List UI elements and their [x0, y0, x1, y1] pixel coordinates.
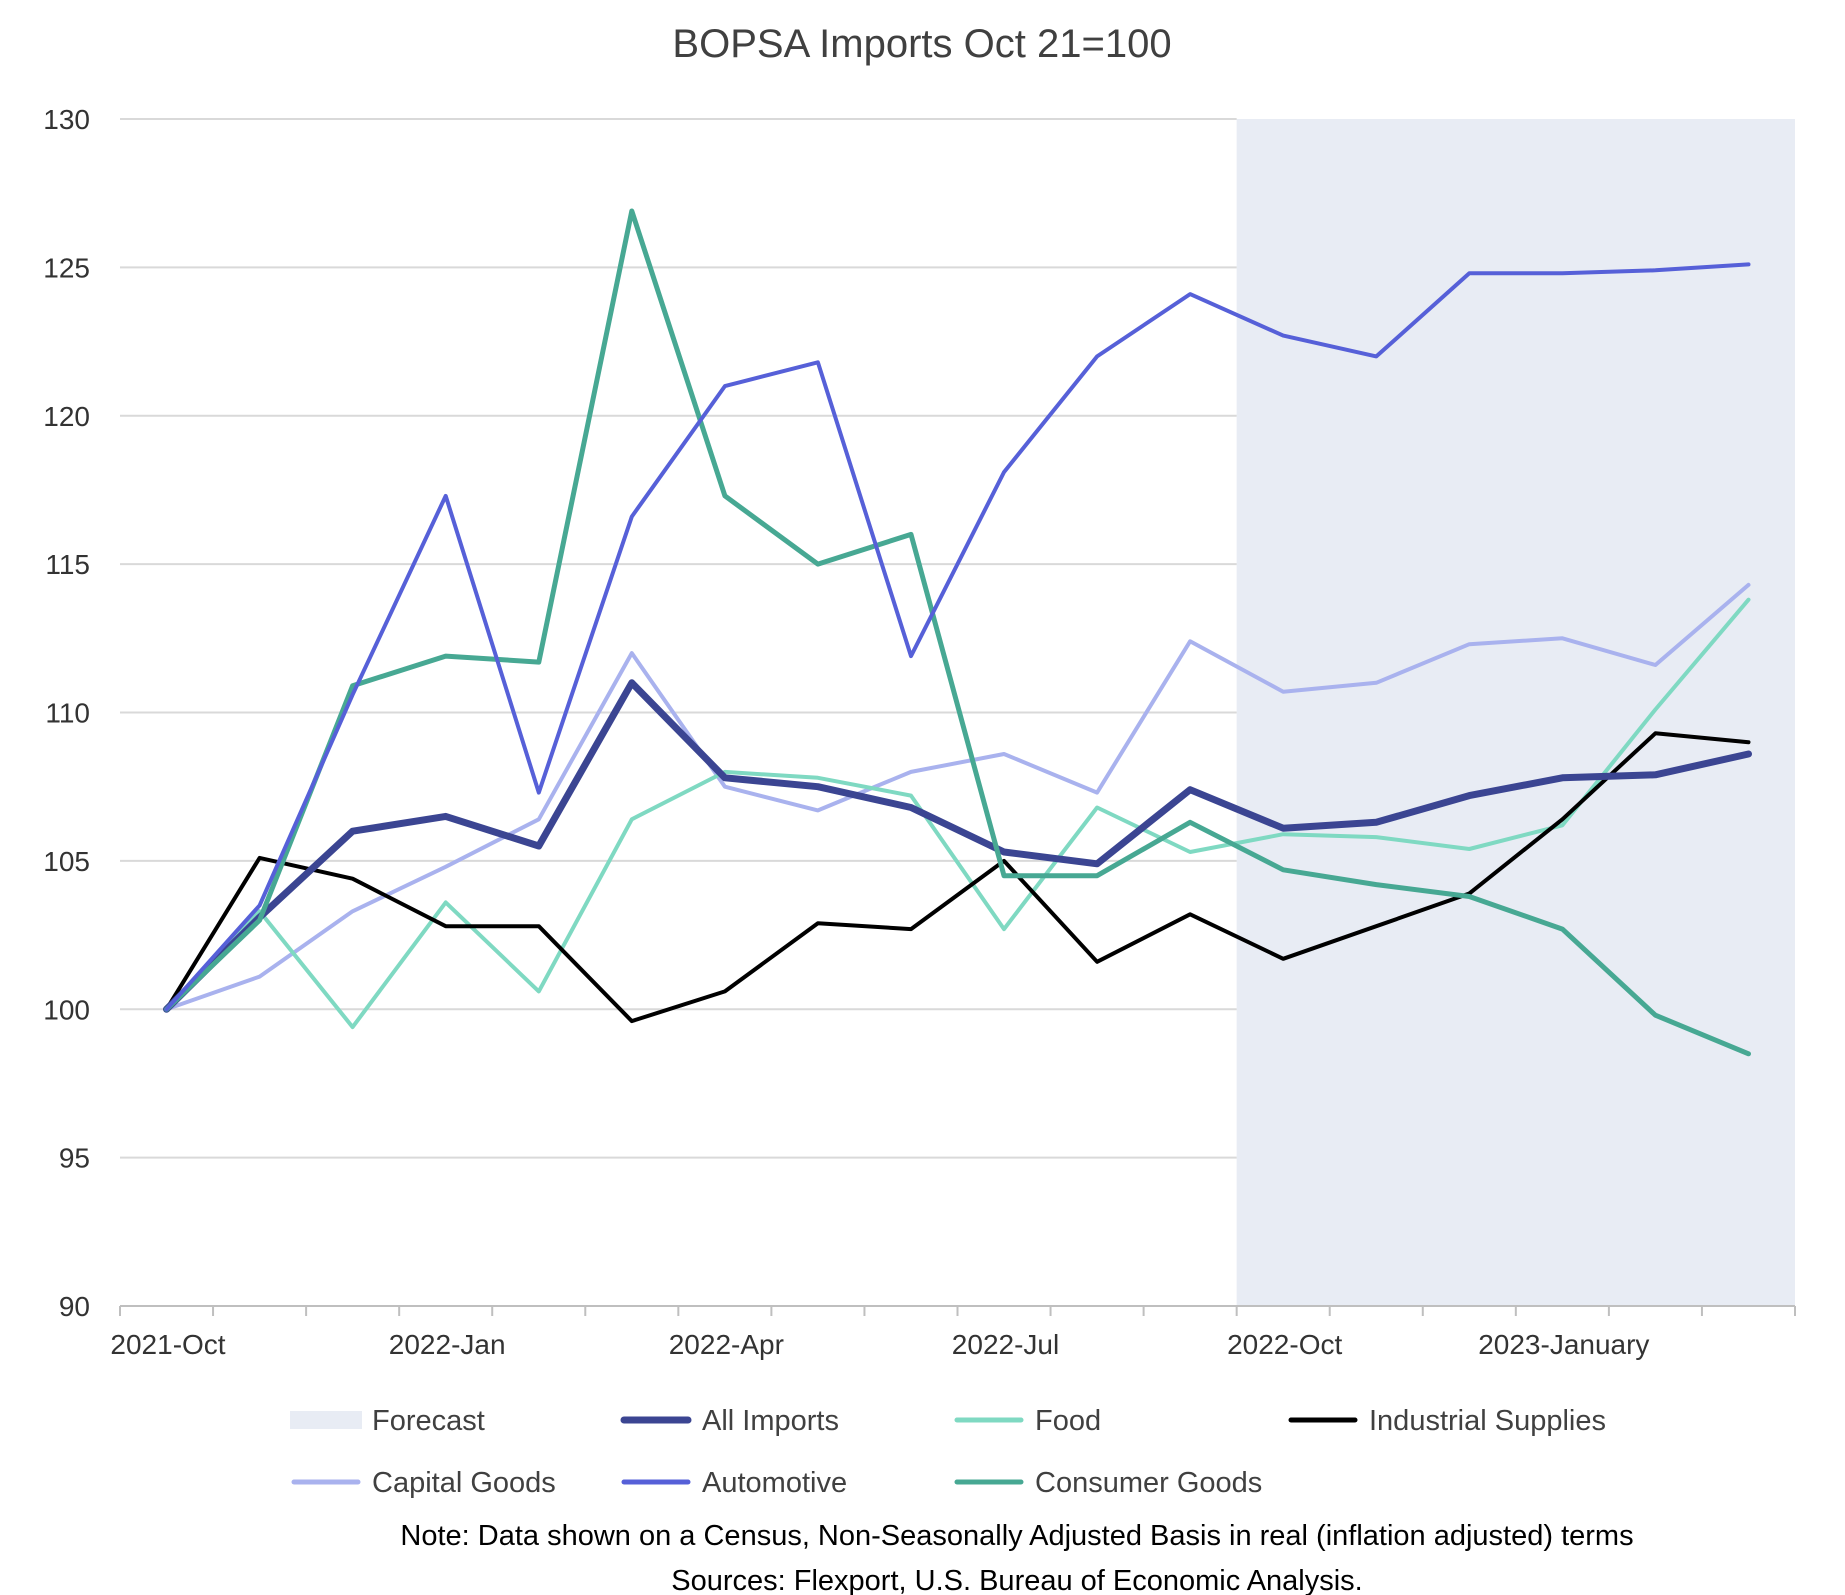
grid — [120, 118, 1237, 1159]
y-tick-label: 100 — [43, 994, 90, 1025]
note-text: Note: Data shown on a Census, Non-Season… — [400, 1520, 1633, 1552]
series-line-automotive — [164, 262, 1751, 1012]
x-axis: 2021-Oct 2022-Jan 2022-Apr 2022-Jul 2022-Oct… — [110, 1305, 1796, 1360]
legend-label-forecast: Forecast — [372, 1405, 485, 1437]
series-line-food — [164, 597, 1751, 1030]
y-tick-label: 95 — [59, 1143, 90, 1174]
legend-label-consumer-goods: Consumer Goods — [1035, 1467, 1262, 1499]
forecast-band — [1236, 119, 1795, 1306]
legend-swatch-forecast — [290, 1411, 362, 1429]
legend: Forecast All Imports Food Industrial Suppli… — [290, 1405, 1606, 1499]
series-line-consumer-goods — [164, 208, 1751, 1057]
series-line-all-imports — [163, 679, 1752, 1013]
legend-label-automotive: Automotive — [702, 1467, 847, 1499]
series-line-capital-goods — [164, 582, 1751, 1012]
legend-label-food: Food — [1035, 1405, 1101, 1437]
legend-label-capital-goods: Capital Goods — [372, 1467, 556, 1499]
x-tick-label: 2021-Oct — [110, 1329, 225, 1360]
x-tick-label: 2023-January — [1478, 1329, 1649, 1360]
chart-title: BOPSA Imports Oct 21=100 — [672, 22, 1171, 66]
y-tick-label: 125 — [43, 252, 90, 283]
x-tick-label: 2022-Apr — [669, 1329, 784, 1360]
y-tick-label: 115 — [45, 549, 90, 580]
x-tick-label: 2022-Jul — [952, 1329, 1059, 1360]
x-tick-label: 2022-Oct — [1227, 1329, 1342, 1360]
y-tick-label: 90 — [59, 1291, 90, 1322]
y-axis: 90 95 100 105 110 115 120 125 130 — [43, 104, 90, 1322]
x-tick-label: 2022-Jan — [389, 1329, 506, 1360]
sources-text: Sources: Flexport, U.S. Bureau of Econom… — [671, 1565, 1362, 1595]
series-line-industrial-supplies — [164, 731, 1751, 1024]
legend-label-industrial-supplies: Industrial Supplies — [1369, 1405, 1606, 1437]
legend-label-all-imports: All Imports — [702, 1405, 839, 1437]
series-lines — [163, 208, 1752, 1057]
y-tick-label: 120 — [43, 401, 90, 432]
y-tick-label: 110 — [45, 698, 90, 729]
y-tick-label: 130 — [43, 104, 90, 135]
y-tick-label: 105 — [43, 846, 90, 877]
